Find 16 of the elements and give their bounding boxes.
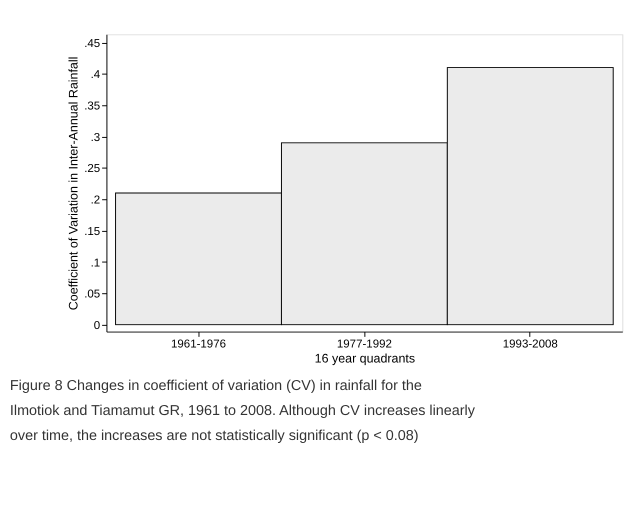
y-tick-label: .15 (84, 226, 100, 238)
x-tick-label: 1993-2008 (502, 338, 558, 350)
x-tick-label: 1977-1992 (336, 338, 392, 350)
y-tick-label: .05 (84, 288, 100, 301)
y-tick-label: .2 (90, 194, 100, 207)
y-tick-label: .1 (90, 257, 100, 270)
y-tick-label: .3 (90, 132, 100, 144)
y-tick-label: .35 (84, 100, 100, 113)
y-axis-title: Coefficient of Variation in Inter-Annual Rainfall (66, 56, 80, 310)
y-tick-label: 0 (94, 320, 100, 332)
y-tick-label: .4 (90, 69, 101, 82)
y-tick-label: .25 (84, 163, 100, 176)
caption: Figure 8 Changes in coefficient of variation (CV) in rainfall for the Ilmotiok and Tiamamut GR, 1961 to 2008. Although CV increases linearly over time, the increases are not statistically significant (p < 0.08) (10, 378, 476, 444)
x-axis-title: 16 year quadrants (314, 352, 416, 366)
y-tick-label: .45 (84, 38, 100, 50)
x-tick-label: 1961-1976 (171, 338, 226, 350)
